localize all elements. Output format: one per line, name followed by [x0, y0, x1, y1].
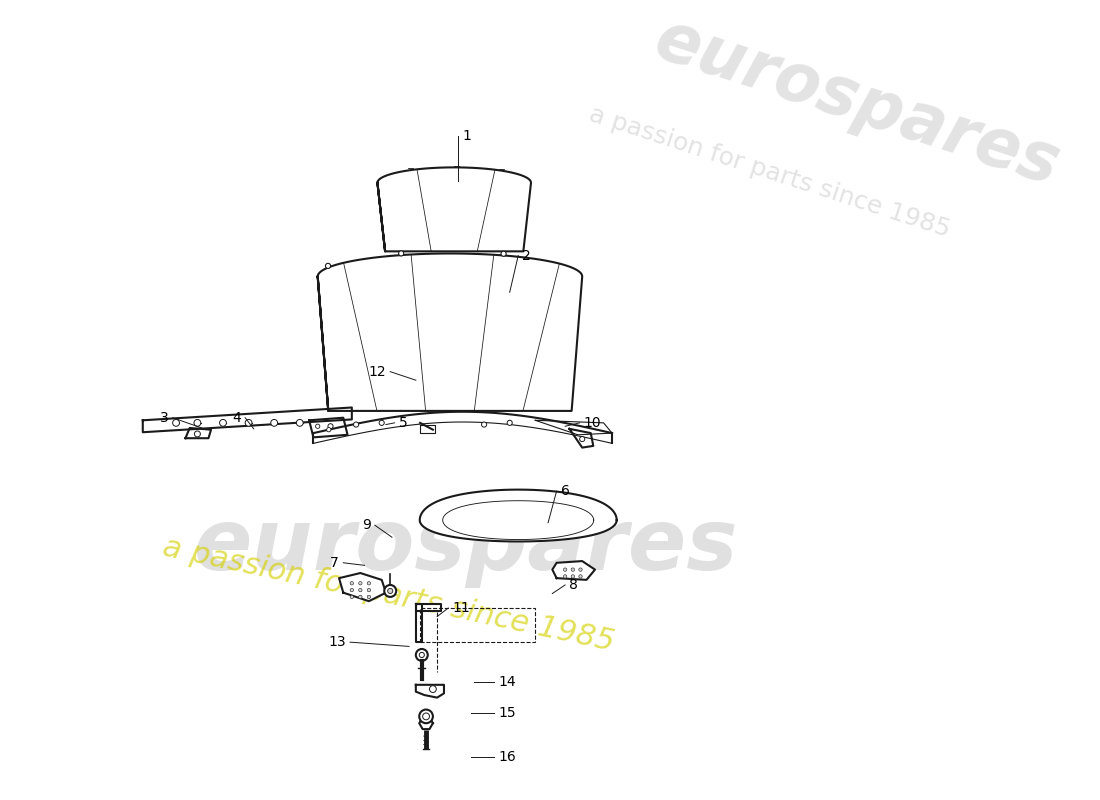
Circle shape — [571, 568, 574, 571]
Polygon shape — [416, 604, 441, 610]
Circle shape — [271, 419, 277, 426]
Circle shape — [350, 588, 353, 592]
Circle shape — [419, 710, 433, 723]
Circle shape — [398, 251, 404, 256]
Circle shape — [353, 422, 359, 427]
Circle shape — [195, 431, 200, 437]
Text: 1: 1 — [463, 129, 472, 143]
Text: 14: 14 — [498, 675, 516, 690]
Text: 4: 4 — [232, 410, 241, 425]
Polygon shape — [420, 425, 436, 433]
Circle shape — [296, 419, 304, 426]
Polygon shape — [309, 418, 348, 438]
Circle shape — [350, 582, 353, 585]
Text: eurospares: eurospares — [194, 505, 738, 588]
Polygon shape — [339, 573, 386, 601]
Text: 13: 13 — [328, 635, 345, 649]
Text: 5: 5 — [399, 416, 407, 430]
Polygon shape — [377, 167, 531, 251]
Polygon shape — [536, 420, 612, 434]
Circle shape — [359, 595, 362, 598]
Polygon shape — [318, 254, 582, 411]
Circle shape — [571, 574, 574, 578]
Circle shape — [387, 588, 393, 594]
Circle shape — [367, 588, 371, 592]
Text: a passion for parts since 1985: a passion for parts since 1985 — [586, 102, 954, 242]
Polygon shape — [552, 561, 595, 580]
Circle shape — [384, 585, 396, 597]
Text: 11: 11 — [452, 601, 471, 615]
Circle shape — [563, 568, 566, 571]
Circle shape — [379, 420, 384, 426]
Circle shape — [579, 568, 582, 571]
Circle shape — [173, 419, 179, 426]
Circle shape — [507, 420, 513, 426]
Circle shape — [419, 652, 425, 658]
Polygon shape — [570, 429, 593, 447]
Circle shape — [316, 424, 320, 428]
Circle shape — [429, 686, 437, 693]
Circle shape — [580, 437, 585, 442]
Circle shape — [359, 588, 362, 592]
Circle shape — [328, 424, 333, 429]
Text: 3: 3 — [160, 410, 168, 425]
Circle shape — [422, 713, 429, 720]
Circle shape — [367, 595, 371, 598]
Text: 2: 2 — [522, 249, 531, 262]
Text: 6: 6 — [561, 484, 570, 498]
Circle shape — [220, 419, 227, 426]
Circle shape — [327, 427, 331, 432]
Circle shape — [245, 419, 252, 426]
Circle shape — [194, 419, 201, 426]
Circle shape — [326, 263, 331, 269]
Polygon shape — [186, 428, 211, 438]
Circle shape — [359, 582, 362, 585]
Polygon shape — [143, 407, 352, 432]
Bar — [420, 608, 536, 642]
Circle shape — [350, 595, 353, 598]
Polygon shape — [416, 685, 444, 698]
Circle shape — [482, 422, 486, 427]
Text: eurospares: eurospares — [646, 6, 1067, 200]
Text: 9: 9 — [362, 518, 371, 532]
Text: 16: 16 — [498, 750, 516, 764]
Circle shape — [563, 574, 566, 578]
Circle shape — [416, 649, 428, 661]
Text: 15: 15 — [498, 706, 516, 720]
Polygon shape — [420, 490, 617, 542]
Circle shape — [579, 574, 582, 578]
Text: 8: 8 — [570, 578, 579, 592]
Text: a passion for parts since 1985: a passion for parts since 1985 — [160, 533, 617, 657]
Polygon shape — [416, 604, 421, 642]
Circle shape — [500, 251, 506, 256]
Circle shape — [367, 582, 371, 585]
Text: 10: 10 — [584, 416, 602, 430]
Text: 12: 12 — [368, 365, 386, 378]
Text: 7: 7 — [330, 556, 339, 570]
Polygon shape — [419, 718, 433, 729]
